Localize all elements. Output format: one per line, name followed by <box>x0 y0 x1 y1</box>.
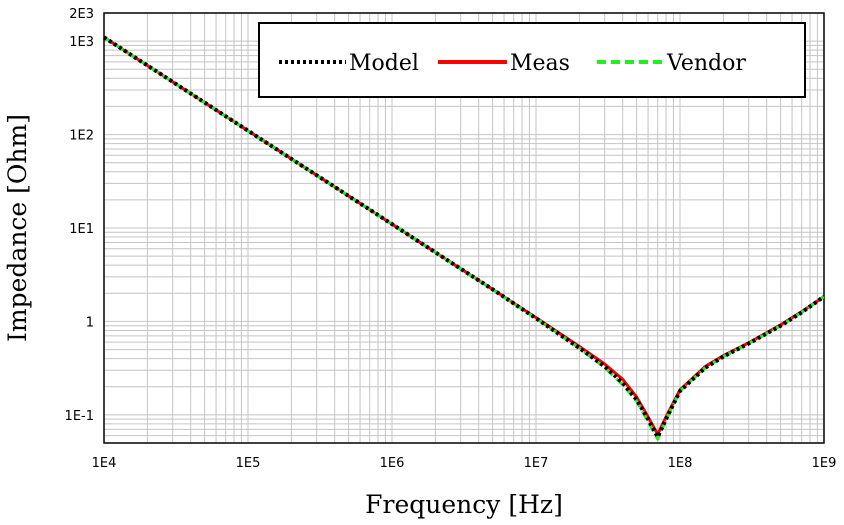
legend: Model Meas Vendor <box>258 22 806 98</box>
y-axis-title: Impedance [Ohm] <box>3 114 32 342</box>
x-tick-label: 1E6 <box>380 456 405 471</box>
legend-label-vendor: Vendor <box>666 51 746 76</box>
y-tick-labels: 1E-1 1 1E1 1E2 1E3 2E3 <box>65 7 94 424</box>
x-tick-label: 1E8 <box>668 456 693 471</box>
series-line-model <box>102 35 826 439</box>
legend-label-model: Model <box>349 51 419 76</box>
x-axis-title: Frequency [Hz] <box>365 490 563 519</box>
y-tick-label: 2E3 <box>69 7 94 22</box>
legend-box <box>258 22 806 98</box>
legend-label-meas: Meas <box>510 51 570 76</box>
x-tick-label: 1E4 <box>92 456 117 471</box>
y-tick-label: 1E2 <box>69 129 94 144</box>
y-tick-label: 1E-1 <box>65 409 94 424</box>
x-tick-label: 1E9 <box>812 456 837 471</box>
y-tick-label: 1E3 <box>69 35 94 50</box>
x-tick-label: 1E7 <box>524 456 549 471</box>
y-tick-label: 1 <box>86 315 94 330</box>
x-tick-label: 1E5 <box>236 456 261 471</box>
series-layer <box>102 35 826 441</box>
y-tick-label: 1E1 <box>69 222 94 237</box>
plot-frame <box>103 12 825 444</box>
x-tick-labels: 1E4 1E5 1E6 1E7 1E8 1E9 <box>92 456 837 471</box>
